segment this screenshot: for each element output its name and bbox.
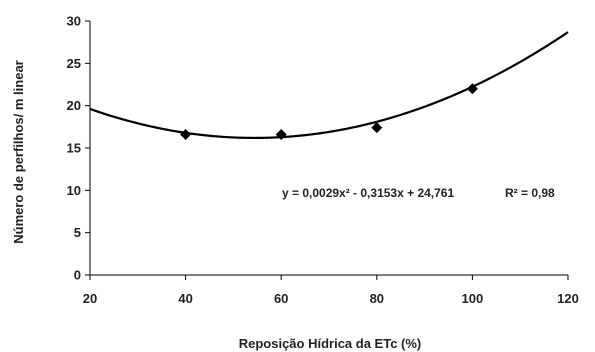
data-point	[275, 128, 287, 140]
y-tick-label: 30	[67, 14, 81, 29]
r-squared-label: R² = 0,98	[505, 186, 555, 200]
y-axis-title: Número de perfilhos/ m linear	[11, 60, 26, 244]
data-point	[180, 128, 192, 140]
x-tick-label: 80	[370, 291, 384, 306]
trendline	[89, 31, 569, 140]
y-axis-ticks: 0 5 10 15 20 25 30	[67, 14, 90, 283]
x-tick-label: 40	[178, 291, 192, 306]
trendline-equation: y = 0,0029x² - 0,3153x + 24,761	[282, 186, 454, 200]
x-tick-label: 60	[274, 291, 288, 306]
y-tick-label: 10	[67, 183, 81, 198]
y-tick-label: 0	[74, 268, 81, 283]
y-tick-label: 5	[74, 225, 81, 240]
y-tick-label: 25	[67, 56, 81, 71]
x-axis-title: Reposição Hídrica da ETc (%)	[239, 336, 422, 351]
x-tick-label: 20	[83, 291, 97, 306]
data-points	[180, 83, 478, 140]
data-point	[371, 122, 383, 134]
data-point	[466, 83, 478, 95]
x-axis-ticks: 20 40 60 80 100 120	[83, 275, 579, 306]
x-tick-label: 100	[462, 291, 484, 306]
x-tick-label: 120	[557, 291, 579, 306]
y-tick-label: 15	[67, 141, 81, 156]
y-tick-label: 20	[67, 98, 81, 113]
